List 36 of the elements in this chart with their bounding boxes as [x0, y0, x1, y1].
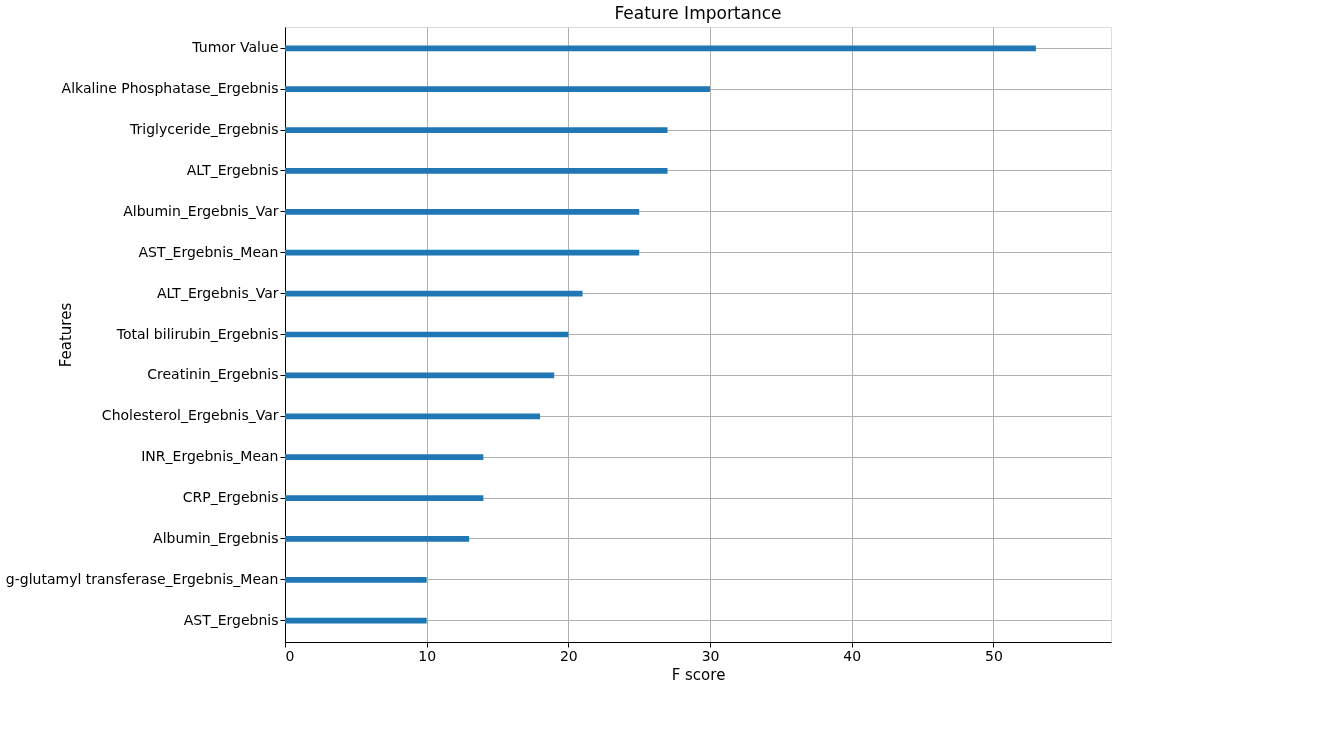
- y-tick-label: ALT_Ergebnis: [186, 161, 279, 178]
- bar: [285, 413, 541, 420]
- y-tick-label: INR_Ergebnis_Mean: [141, 448, 279, 465]
- chart-title: Feature Importance: [614, 3, 782, 23]
- bar: [285, 45, 1036, 52]
- y-tick-label: Cholesterol_Ergebnis_Var: [101, 407, 279, 424]
- y-tick-label: Total bilirubin_Ergebnis: [115, 325, 279, 342]
- bar: [285, 249, 640, 256]
- x-tick-label: 0: [285, 647, 295, 664]
- x-tick-label: 40: [843, 647, 862, 664]
- bar: [285, 495, 484, 501]
- y-tick-label: Alkaline Phosphatase_Ergebnis: [61, 80, 279, 97]
- bar: [285, 168, 668, 174]
- y-axis-title: Features: [56, 302, 75, 368]
- x-tick-label: 50: [984, 647, 1003, 664]
- bar: [285, 86, 711, 93]
- x-tick-label: 10: [418, 647, 437, 664]
- bar: [285, 127, 668, 133]
- bar: [285, 536, 470, 542]
- y-tick-label: AST_Ergebnis: [183, 611, 279, 628]
- x-tick-label: 30: [701, 647, 720, 664]
- y-tick-label: Creatinin_Ergebnis: [147, 366, 279, 383]
- bar: [285, 454, 484, 461]
- y-tick-label: g-glutamyl transferase_Ergebnis_Mean: [5, 570, 279, 587]
- bar: [285, 617, 427, 624]
- y-tick-label: Albumin_Ergebnis_Var: [123, 202, 279, 219]
- y-tick-label: Albumin_Ergebnis: [153, 529, 279, 546]
- y-tick-label: Tumor Value: [191, 39, 279, 56]
- y-tick-label: Triglyceride_Ergebnis: [129, 121, 279, 138]
- x-tick-label: 20: [559, 647, 578, 664]
- x-axis-title: F score: [671, 665, 726, 684]
- y-tick-label: AST_Ergebnis_Mean: [138, 243, 279, 260]
- bar: [285, 208, 640, 215]
- bar: [285, 576, 427, 583]
- y-tick-label: ALT_Ergebnis_Var: [156, 284, 279, 301]
- y-tick-label: CRP_Ergebnis: [182, 489, 279, 506]
